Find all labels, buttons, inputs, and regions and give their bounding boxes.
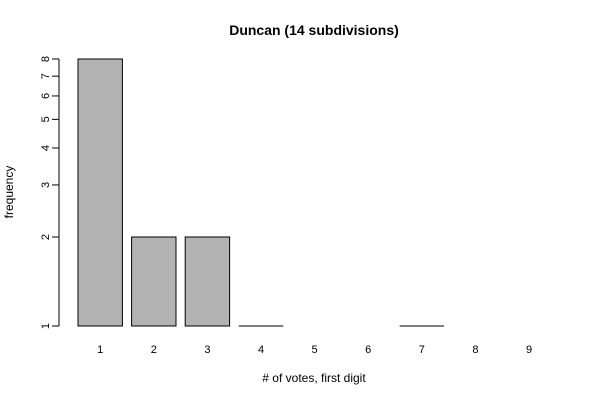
x-tick-label: 7 — [419, 344, 425, 356]
x-tick-labels: 1 2 3 4 5 6 7 8 9 — [97, 344, 532, 356]
bar-3 — [184, 236, 231, 327]
y-tick-label: 3 — [40, 182, 52, 188]
y-tick-label: 2 — [40, 234, 52, 240]
x-tick-label: 9 — [526, 344, 532, 356]
x-tick-label: 5 — [312, 344, 318, 356]
x-tick-label: 6 — [365, 344, 371, 356]
x-tick-label: 1 — [97, 344, 103, 356]
x-tick-label: 8 — [472, 344, 478, 356]
y-tick-label: 8 — [40, 56, 52, 62]
x-axis-label: # of votes, first digit — [262, 371, 366, 385]
x-tick-label: 3 — [204, 344, 210, 356]
chart-title: Duncan (14 subdivisions) — [229, 22, 399, 38]
x-tick-label: 4 — [258, 344, 264, 356]
bars-group — [77, 58, 444, 327]
bar-1 — [77, 58, 123, 327]
y-axis: 1 2 3 4 5 6 7 8 — [40, 56, 60, 329]
y-tick-label: 4 — [40, 145, 52, 151]
y-tick-label: 7 — [40, 73, 52, 79]
x-tick-label: 2 — [151, 344, 157, 356]
y-axis-label: frequency — [2, 166, 16, 219]
y-tick-label: 1 — [40, 323, 52, 329]
y-tick-label: 6 — [40, 93, 52, 99]
y-tick-label: 5 — [40, 116, 52, 122]
bar-2 — [131, 236, 177, 327]
